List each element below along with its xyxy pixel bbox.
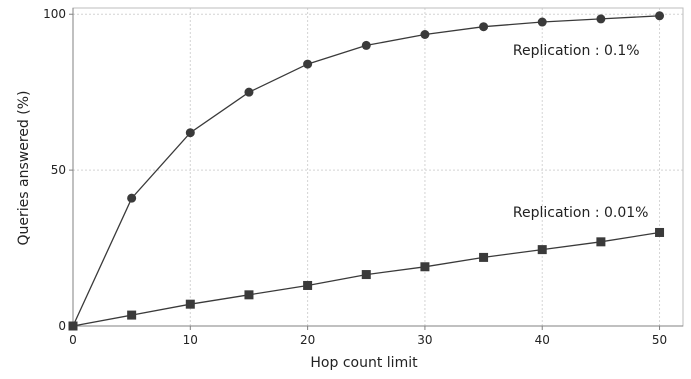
x-tick-label: 10 (183, 333, 198, 347)
data-point (127, 193, 137, 203)
data-point (127, 310, 137, 320)
data-point (479, 252, 489, 262)
data-point (185, 299, 195, 309)
data-point (244, 87, 254, 97)
x-tick-label: 40 (535, 333, 550, 347)
data-point (655, 227, 665, 237)
y-tick-label: 50 (51, 163, 66, 177)
data-point (479, 22, 489, 32)
axes: 0 10 20 30 40 50 0 50 100 (43, 7, 683, 347)
data-point (537, 245, 547, 255)
series-2 (68, 227, 665, 331)
series-annotation: Replication : 0.1% (513, 43, 640, 59)
data-point (655, 11, 665, 21)
series-1 (68, 11, 665, 331)
data-point (303, 59, 313, 69)
y-tick-label: 0 (58, 319, 66, 333)
x-tick-label: 20 (300, 333, 315, 347)
y-axis-title: Queries answered (%) (16, 91, 32, 246)
y-tick-label: 100 (43, 7, 66, 21)
data-point (596, 237, 606, 247)
data-point (244, 290, 254, 300)
data-point (596, 14, 606, 24)
annotations: Replication : 0.1% Replication : 0.01% (513, 43, 649, 221)
data-point (420, 262, 430, 272)
data-point (68, 321, 78, 331)
data-point (185, 128, 195, 138)
x-tick-label: 30 (417, 333, 432, 347)
data-point (361, 40, 371, 50)
data-point (537, 17, 547, 27)
series-group (68, 11, 665, 331)
x-axis-title: Hop count limit (310, 355, 418, 371)
x-tick-label: 0 (69, 333, 77, 347)
data-point (361, 270, 371, 280)
data-point (420, 30, 430, 39)
data-point (303, 280, 313, 290)
series-annotation: Replication : 0.01% (513, 205, 649, 221)
x-tick-label: 50 (652, 333, 667, 347)
